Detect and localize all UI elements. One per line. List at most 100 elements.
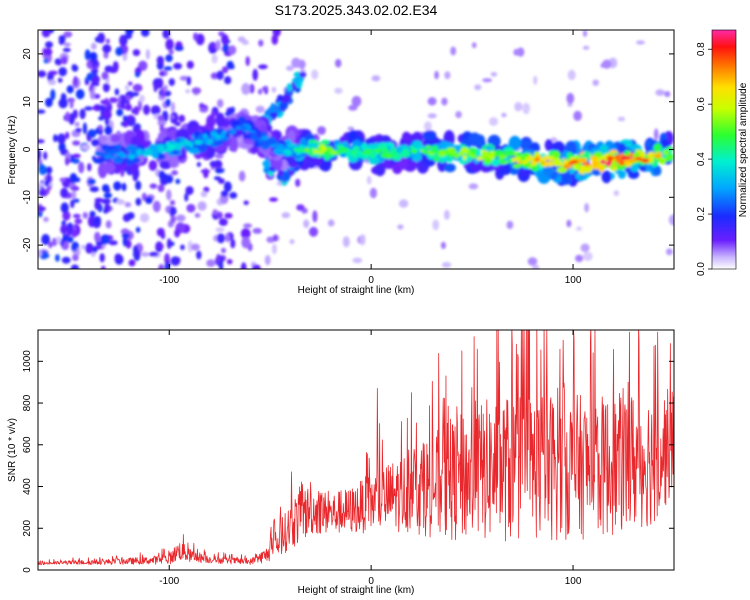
spectrogram-cell <box>471 42 477 49</box>
spectrogram-cell <box>511 157 516 163</box>
spectrogram-cell <box>559 162 564 167</box>
spectrogram-cell <box>164 262 170 269</box>
spectrogram-cell <box>351 95 362 107</box>
spectrogram-cell <box>120 168 125 177</box>
spectrogram-cell <box>224 212 233 219</box>
spectrogram-cell <box>241 236 251 249</box>
spectrogram-cell <box>99 253 105 263</box>
spectrogram-cell <box>271 34 279 45</box>
spectrogram-cell <box>100 99 109 105</box>
spectrogram-y-tick-label: -20 <box>22 237 33 252</box>
spectrogram-cell <box>116 108 124 117</box>
spectrogram-cell <box>44 48 53 56</box>
spectrogram-cell <box>469 160 482 173</box>
spectrogram-cell <box>153 81 158 93</box>
spectrogram-cell <box>255 105 265 114</box>
spectrogram-cell <box>303 219 310 228</box>
spectrogram-cell <box>590 156 599 162</box>
spectrogram-cell <box>582 164 593 174</box>
spectrogram-cell <box>120 228 130 235</box>
spectrogram-cell <box>121 233 130 239</box>
spectrogram-cell <box>127 81 133 86</box>
spectrogram-cell <box>60 92 66 103</box>
spectrogram-cell <box>156 153 166 160</box>
spectrogram-cell <box>370 153 375 159</box>
spectrogram-cell <box>462 154 467 161</box>
spectrogram-cell <box>174 228 181 238</box>
spectrogram-x-ticks: -100 0 100 <box>159 30 582 286</box>
spectrogram-cell <box>514 102 523 112</box>
spectrogram-cell <box>38 206 46 212</box>
spectrogram-cell <box>175 145 182 151</box>
spectrogram-cell <box>89 89 96 100</box>
spectrogram-cell <box>242 123 251 128</box>
spectrogram-cell <box>200 191 208 198</box>
spectrogram-cell <box>257 88 263 95</box>
spectrogram-cell <box>317 126 326 135</box>
spectrogram-cell <box>126 144 136 152</box>
spectrogram-cell <box>93 216 102 225</box>
spectrogram-cell <box>312 210 318 223</box>
spectrogram-cell <box>179 75 189 81</box>
spectrogram-cell <box>108 240 118 246</box>
spectrogram-cell <box>185 186 194 195</box>
spectrogram-cell <box>157 115 164 122</box>
spectrogram-cell <box>196 250 202 260</box>
spectrogram-cell <box>224 76 232 85</box>
spectrogram-cell <box>38 249 43 258</box>
spectrogram-cell <box>269 144 277 148</box>
spectrogram-cell <box>38 70 47 78</box>
spectrogram-cell <box>92 106 99 111</box>
spectrogram-cell <box>294 77 300 87</box>
spectrogram-cell <box>132 83 143 92</box>
spectrogram-cell <box>94 150 104 156</box>
spectrogram-cell <box>116 199 125 205</box>
spectrogram-cell <box>215 39 221 51</box>
snr-y-axis-label: SNR (10 * v/v) <box>7 418 18 482</box>
spectrogram-cell <box>78 161 85 174</box>
spectrogram-image <box>38 30 674 269</box>
spectrogram-cell <box>273 148 279 154</box>
spectrogram-cell <box>221 66 229 74</box>
spectrogram-cell <box>43 151 48 160</box>
spectrogram-cell <box>264 255 271 266</box>
spectrogram-cell <box>72 198 80 203</box>
spectrogram-cell <box>152 200 161 213</box>
spectrogram-cell <box>131 157 141 164</box>
spectrogram-cell <box>355 151 364 158</box>
spectrogram-cell <box>104 125 113 136</box>
spectrogram-cell <box>72 254 79 262</box>
spectrogram-cell <box>145 49 150 60</box>
spectrogram-cell <box>71 64 77 71</box>
spectrogram-cell <box>628 157 638 163</box>
spectrogram-cell <box>94 231 101 243</box>
spectrogram-cell <box>389 150 395 155</box>
spectrogram-cell <box>582 30 588 37</box>
spectrogram-cell <box>226 259 233 265</box>
spectrogram-cell <box>286 83 294 92</box>
spectrogram-cell <box>72 140 81 146</box>
spectrogram-cell <box>97 32 105 44</box>
spectrogram-cell <box>662 149 669 156</box>
spectrogram-cell <box>139 94 145 103</box>
spectrogram-cell <box>296 204 305 211</box>
spectrogram-cell <box>490 72 498 77</box>
spectrogram-cell <box>163 84 168 92</box>
spectrogram-cell <box>196 162 201 167</box>
spectrogram-cell <box>57 133 66 145</box>
spectrogram-cell <box>175 178 181 184</box>
spectrogram-cell <box>508 135 522 152</box>
spectrogram-cell <box>272 234 279 242</box>
spectrogram-cell <box>157 78 164 89</box>
spectrogram-cell <box>48 70 58 76</box>
spectrogram-cell <box>638 157 644 162</box>
spectrogram-cell <box>128 259 136 267</box>
spectrogram-cell <box>145 196 153 204</box>
spectrogram-cell <box>199 141 208 152</box>
spectrogram-cell <box>122 115 128 122</box>
spectrogram-cell <box>133 247 138 252</box>
spectrogram-cell <box>199 107 209 113</box>
spectrogram-cell <box>62 234 68 242</box>
spectrogram-cell <box>262 86 268 92</box>
spectrogram-cell <box>527 257 538 266</box>
